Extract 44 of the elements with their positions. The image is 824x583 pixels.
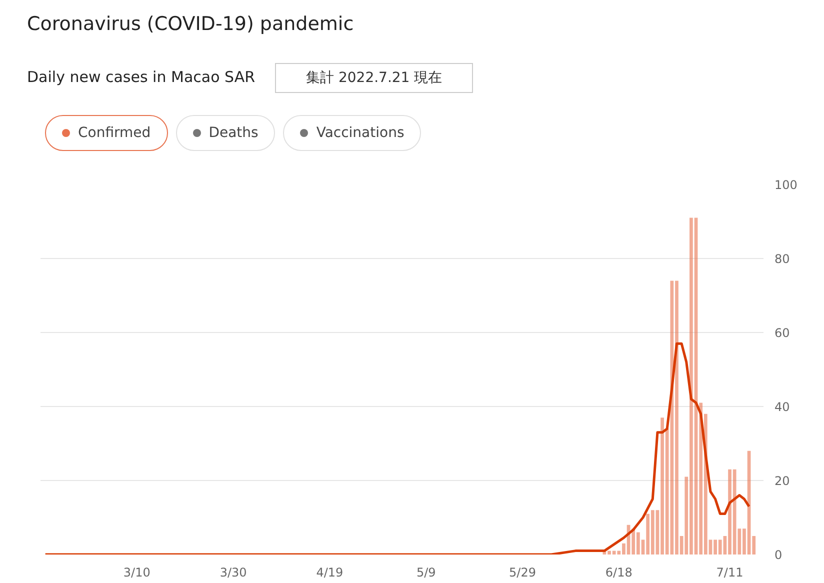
bar xyxy=(714,540,717,554)
bar xyxy=(608,550,611,554)
bar xyxy=(675,280,678,554)
bar xyxy=(660,418,664,554)
bar xyxy=(665,428,669,554)
bar xyxy=(732,469,736,554)
x-tick-label: 6/18 xyxy=(605,566,632,580)
y-tick-label: 0 xyxy=(774,548,782,562)
y-tick-label: 40 xyxy=(774,400,790,414)
legend-label: Confirmed xyxy=(45,115,168,151)
bar xyxy=(636,532,640,554)
x-tick-label: 3/30 xyxy=(220,566,247,580)
bar xyxy=(632,528,636,554)
x-tick-label: 4/19 xyxy=(316,566,344,580)
bar xyxy=(699,402,703,554)
bar xyxy=(718,540,722,554)
bar xyxy=(738,528,742,554)
bar xyxy=(641,540,645,554)
y-tick-label: 100 xyxy=(774,178,798,192)
line-series xyxy=(44,342,750,554)
y-tick-label: 60 xyxy=(774,326,790,340)
bar xyxy=(646,514,650,554)
bar xyxy=(752,536,756,554)
text: Deaths xyxy=(176,115,276,151)
bar xyxy=(670,280,674,554)
x-tick-label: 5/29 xyxy=(509,566,536,580)
bar xyxy=(742,528,746,554)
y-tick-label: 20 xyxy=(774,474,790,488)
bar xyxy=(690,218,693,554)
chart-subtitle: Daily new cases in Macao SAR xyxy=(27,68,256,86)
bar xyxy=(612,550,616,554)
bar xyxy=(728,469,732,554)
x-tick-label: 3/10 xyxy=(123,566,150,580)
x-tick-label: 7/11 xyxy=(716,566,744,580)
bar xyxy=(622,543,626,554)
bar xyxy=(650,510,654,554)
x-tick-label: 5/9 xyxy=(416,566,436,580)
text: Vaccinations xyxy=(283,115,422,151)
bar xyxy=(684,476,688,554)
y-tick-label: 80 xyxy=(774,252,790,266)
bar xyxy=(708,540,712,554)
chart-title: Coronavirus (COVID-19) pandemic xyxy=(26,12,354,37)
text: 集計 2022.7.21 現在 xyxy=(275,63,474,93)
bar xyxy=(617,550,621,554)
